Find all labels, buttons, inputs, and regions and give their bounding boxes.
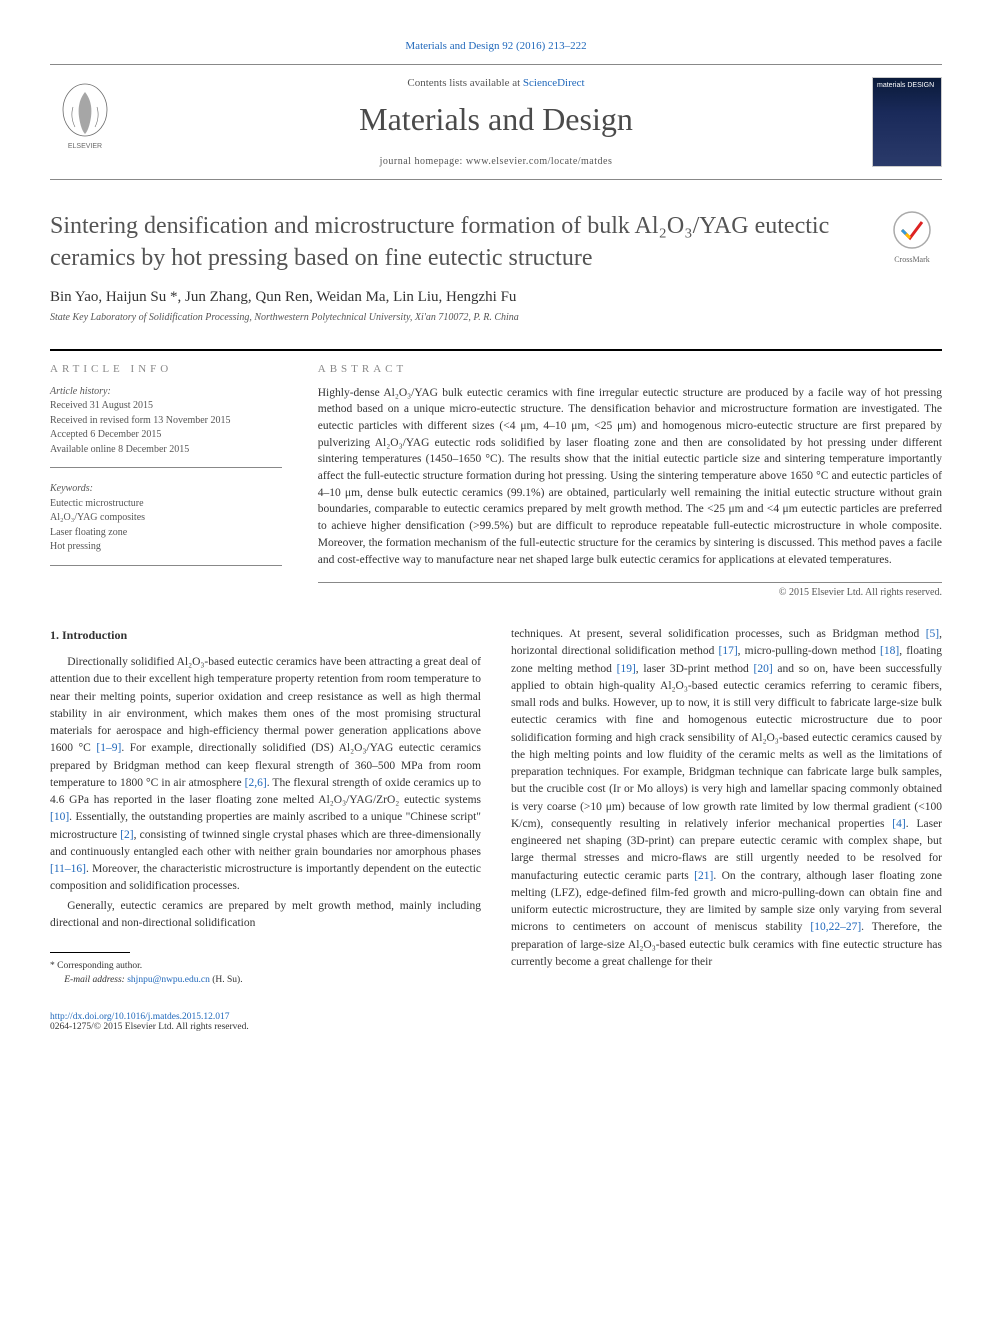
article-history: Article history: Received 31 August 2015…	[50, 385, 282, 469]
crossmark-badge[interactable]: CrossMark	[882, 210, 942, 264]
abstract-head: abstract	[318, 363, 942, 375]
intro-p1: Directionally solidified Al₂O₃-based eut…	[50, 654, 481, 896]
journal-homepage: journal homepage: www.elsevier.com/locat…	[120, 156, 872, 167]
ref-link[interactable]: [2]	[120, 829, 133, 841]
journal-title: Materials and Design	[120, 101, 872, 138]
corresponding-author: * Corresponding author.	[50, 959, 481, 973]
abstract-copyright: © 2015 Elsevier Ltd. All rights reserved…	[318, 587, 942, 598]
body-columns: 1. Introduction Directionally solidified…	[50, 626, 942, 988]
intro-heading: 1. Introduction	[50, 626, 481, 644]
issn-line: 0264-1275/© 2015 Elsevier Ltd. All right…	[50, 1022, 942, 1032]
right-column: techniques. At present, several solidifi…	[511, 626, 942, 988]
contents-line: Contents lists available at ScienceDirec…	[120, 77, 872, 89]
affiliation: State Key Laboratory of Solidification P…	[50, 312, 942, 323]
ref-link[interactable]: [10,22–27]	[810, 921, 861, 933]
keywords: Keywords: Eutectic microstructure Al₂O₃/…	[50, 482, 282, 566]
intro-p3: techniques. At present, several solidifi…	[511, 626, 942, 971]
ref-link[interactable]: [5]	[926, 628, 939, 640]
abstract-text: Highly-dense Al₂O₃/YAG bulk eutectic cer…	[318, 385, 942, 583]
left-column: 1. Introduction Directionally solidified…	[50, 626, 481, 988]
footnote-rule	[50, 952, 130, 953]
article-title: Sintering densification and microstructu…	[50, 210, 862, 275]
running-header: Materials and Design 92 (2016) 213–222	[50, 40, 942, 52]
intro-p2: Generally, eutectic ceramics are prepare…	[50, 898, 481, 933]
journal-header: ELSEVIER Contents lists available at Sci…	[50, 64, 942, 180]
ref-link[interactable]: [20]	[753, 663, 772, 675]
journal-cover-thumb	[872, 77, 942, 167]
ref-link[interactable]: [10]	[50, 811, 69, 823]
elsevier-logo: ELSEVIER	[50, 77, 120, 157]
ref-link[interactable]: [21]	[694, 870, 713, 882]
authors: Bin Yao, Haijun Su *, Jun Zhang, Qun Ren…	[50, 289, 942, 306]
email-footnote: E-mail address: shjnpu@nwpu.edu.cn (H. S…	[50, 973, 481, 987]
ref-link[interactable]: [4]	[892, 818, 905, 830]
ref-link[interactable]: [2,6]	[245, 777, 267, 789]
doi-link[interactable]: http://dx.doi.org/10.1016/j.matdes.2015.…	[50, 1012, 230, 1022]
ref-link[interactable]: [18]	[880, 645, 899, 657]
sciencedirect-link[interactable]: ScienceDirect	[523, 77, 585, 89]
ref-link[interactable]: [19]	[617, 663, 636, 675]
page-footer: http://dx.doi.org/10.1016/j.matdes.2015.…	[50, 1012, 942, 1032]
article-info-head: article info	[50, 363, 282, 375]
email-link[interactable]: shjnpu@nwpu.edu.cn	[127, 975, 210, 985]
ref-link[interactable]: [11–16]	[50, 863, 86, 875]
svg-text:ELSEVIER: ELSEVIER	[68, 143, 102, 150]
ref-link[interactable]: [17]	[718, 645, 737, 657]
ref-link[interactable]: [1–9]	[96, 742, 121, 754]
